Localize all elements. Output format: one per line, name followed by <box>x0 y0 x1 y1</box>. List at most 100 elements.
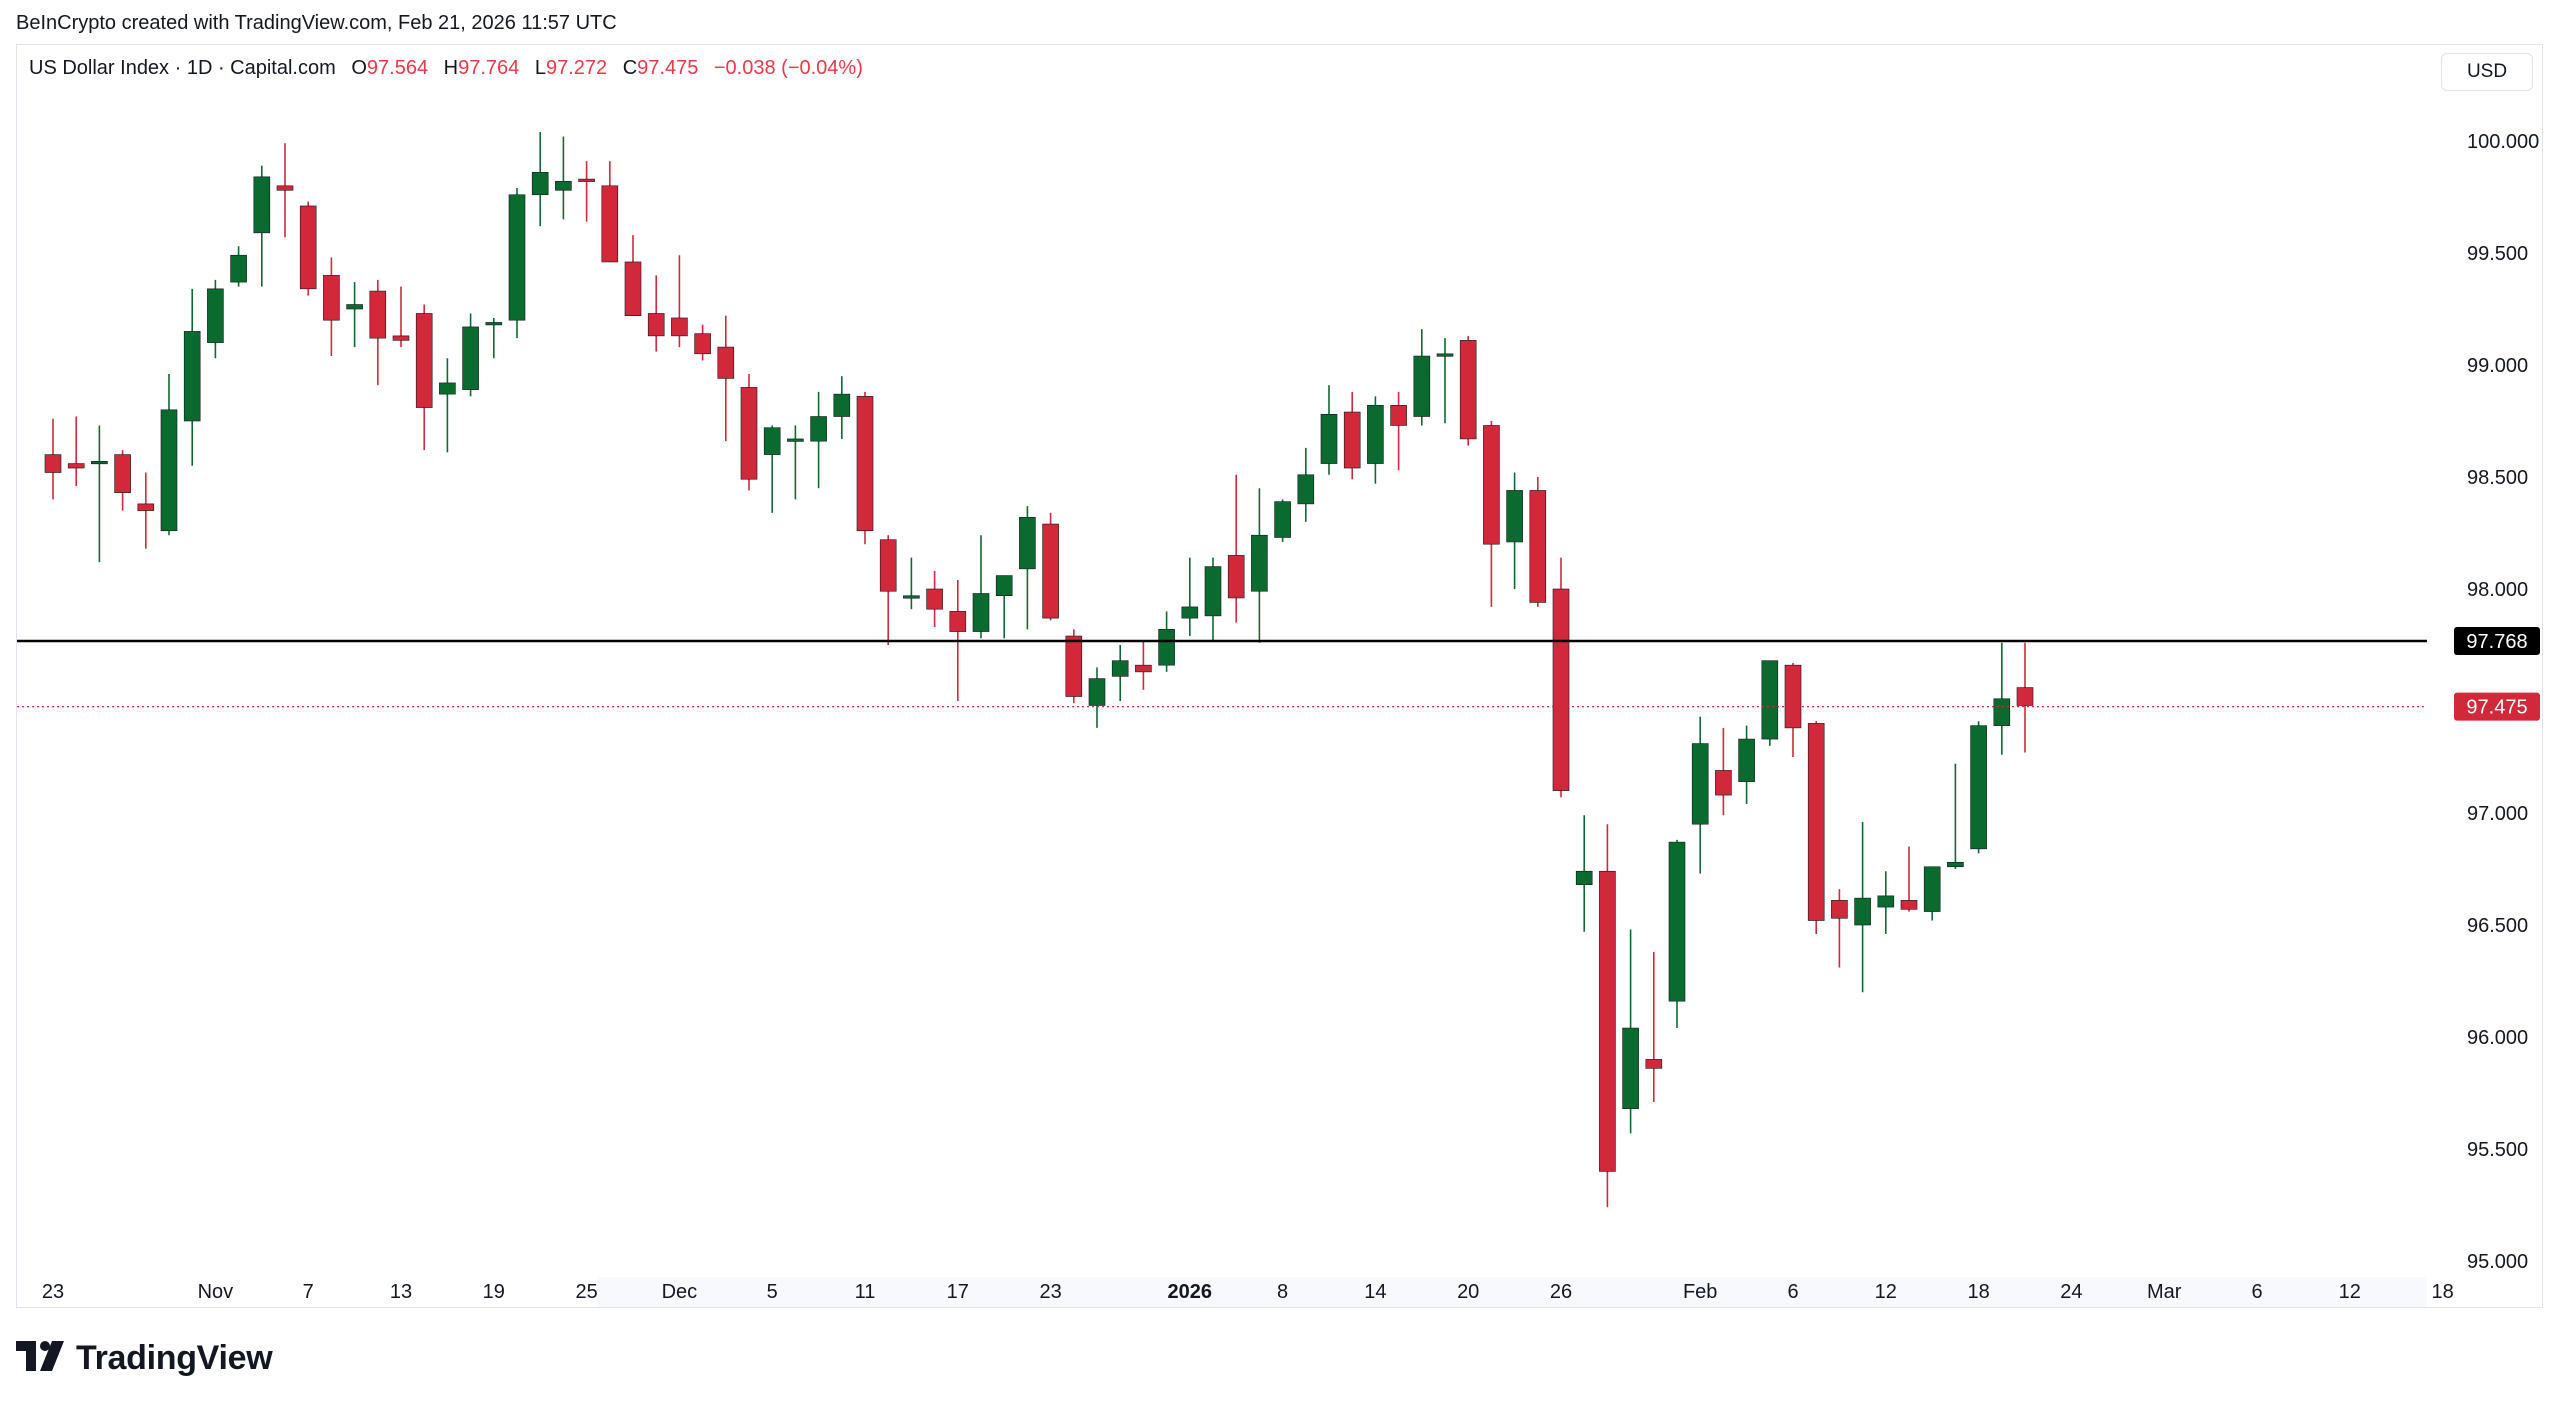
candle-body[interactable] <box>392 335 410 341</box>
candle-body[interactable] <box>1019 517 1036 570</box>
candle-body[interactable] <box>1390 405 1407 426</box>
candle-body[interactable] <box>462 326 479 390</box>
candle-body[interactable] <box>1483 425 1500 545</box>
candle-body[interactable] <box>1831 900 1848 919</box>
candle-body[interactable] <box>299 205 317 290</box>
candle-body[interactable] <box>323 275 340 321</box>
candle-body[interactable] <box>1297 474 1315 505</box>
candle-body[interactable] <box>1715 770 1732 796</box>
candle-body[interactable] <box>1111 660 1129 677</box>
candle-body[interactable] <box>1135 664 1152 673</box>
tradingview-brand[interactable]: TradingView <box>16 1338 273 1378</box>
candle-body[interactable] <box>555 181 572 191</box>
candle-body[interactable] <box>160 409 178 532</box>
chart-frame: 100.000 99.500 99.000 98.500 98.000 97.000 96.… <box>16 44 2543 1308</box>
candle-body[interactable] <box>1227 555 1245 599</box>
currency-button[interactable]: USD <box>2441 53 2533 91</box>
candle-body[interactable] <box>810 416 827 442</box>
candle-body[interactable] <box>508 194 526 321</box>
candle-body[interactable] <box>1042 523 1059 619</box>
candle-body[interactable] <box>1970 725 1987 850</box>
candle-body[interactable] <box>1181 606 1199 619</box>
candle-body[interactable] <box>1158 629 1175 666</box>
x-tick-label: 6 <box>2251 1281 2262 1303</box>
candle-body[interactable] <box>1413 355 1431 417</box>
candle-body[interactable] <box>787 438 804 442</box>
candle-body[interactable] <box>647 313 665 337</box>
candle-body[interactable] <box>601 185 619 263</box>
candle-body[interactable] <box>763 427 781 455</box>
candle-body[interactable] <box>1599 870 1616 1172</box>
candle-body[interactable] <box>415 313 433 408</box>
candle-body[interactable] <box>253 176 271 234</box>
candle-body[interactable] <box>1923 866 1941 912</box>
candle-body[interactable] <box>114 454 131 493</box>
candle-body[interactable] <box>1367 405 1384 464</box>
candle-body[interactable] <box>207 288 224 343</box>
candle-body[interactable] <box>903 595 920 599</box>
candle-body[interactable] <box>91 461 108 465</box>
candle-body[interactable] <box>369 290 387 339</box>
candle-body[interactable] <box>1877 895 1895 908</box>
candle-body[interactable] <box>1993 698 2011 726</box>
candle-body[interactable] <box>1738 738 1755 782</box>
candle-body[interactable] <box>740 387 758 480</box>
candle-body[interactable] <box>485 322 503 326</box>
candle-body[interactable] <box>1947 861 1964 868</box>
candle-body[interactable] <box>1807 723 1825 921</box>
candle-body[interactable] <box>995 575 1013 597</box>
symbol-title[interactable]: US Dollar Index · 1D · Capital.com <box>29 57 336 79</box>
close-label: C <box>622 57 638 79</box>
candle-body[interactable] <box>578 178 595 182</box>
candle-body[interactable] <box>1506 490 1523 543</box>
candle-body[interactable] <box>624 261 642 317</box>
candle-body[interactable] <box>856 396 874 532</box>
candle-body[interactable] <box>879 539 897 592</box>
candle-body[interactable] <box>1343 411 1361 469</box>
candle-body[interactable] <box>137 503 155 511</box>
candle-body[interactable] <box>1784 664 1802 729</box>
x-tick-label: 8 <box>1277 1281 1288 1303</box>
last-price-label: 97.475 <box>2466 697 2527 719</box>
candle-body[interactable] <box>1088 678 1106 706</box>
x-tick-label: 18 <box>1967 1281 1989 1303</box>
candle-body[interactable] <box>949 611 967 632</box>
candle-body[interactable] <box>230 254 247 283</box>
candle-body[interactable] <box>1552 588 1570 791</box>
candle-body[interactable] <box>1668 841 1686 1002</box>
candle-body[interactable] <box>44 454 62 473</box>
candle-body[interactable] <box>439 382 456 395</box>
candle-body[interactable] <box>2016 687 2034 706</box>
candle-body[interactable] <box>1622 1027 1639 1109</box>
candle-body[interactable] <box>1529 490 1547 603</box>
candle-body[interactable] <box>1900 900 1918 910</box>
candle-body[interactable] <box>1459 340 1477 440</box>
candle-body[interactable] <box>1436 353 1454 357</box>
candle-body[interactable] <box>1204 566 1222 617</box>
x-tick-label: Nov <box>198 1281 234 1303</box>
candle-body[interactable] <box>926 588 943 610</box>
candle-body[interactable] <box>717 346 735 379</box>
candle-body[interactable] <box>972 593 990 632</box>
candle-body[interactable] <box>1251 534 1268 592</box>
candle-body[interactable] <box>1320 413 1338 464</box>
price-chart[interactable]: 100.000 99.500 99.000 98.500 98.000 97.000 96.… <box>17 45 2542 1307</box>
symbol-legend: US Dollar Index · 1D · Capital.com O97.5… <box>29 57 863 80</box>
candle-body[interactable] <box>1065 635 1083 697</box>
candle-body[interactable] <box>1691 743 1709 825</box>
y-tick-label: 95.500 <box>2467 1139 2528 1161</box>
candle-body[interactable] <box>694 333 711 355</box>
candle-body[interactable] <box>346 304 363 310</box>
candle-body[interactable] <box>1854 897 1871 926</box>
candle-body[interactable] <box>67 463 85 469</box>
candle-body[interactable] <box>671 317 688 337</box>
candle-body[interactable] <box>531 172 549 196</box>
candle-body[interactable] <box>1274 501 1291 538</box>
candle-body[interactable] <box>1761 660 1779 740</box>
candle-body[interactable] <box>1645 1059 1663 1069</box>
candle-body[interactable] <box>183 331 201 422</box>
candle-body[interactable] <box>1575 870 1593 885</box>
candle-body[interactable] <box>276 185 294 191</box>
close-value: 97.475 <box>637 57 699 79</box>
candle-body[interactable] <box>833 393 851 417</box>
